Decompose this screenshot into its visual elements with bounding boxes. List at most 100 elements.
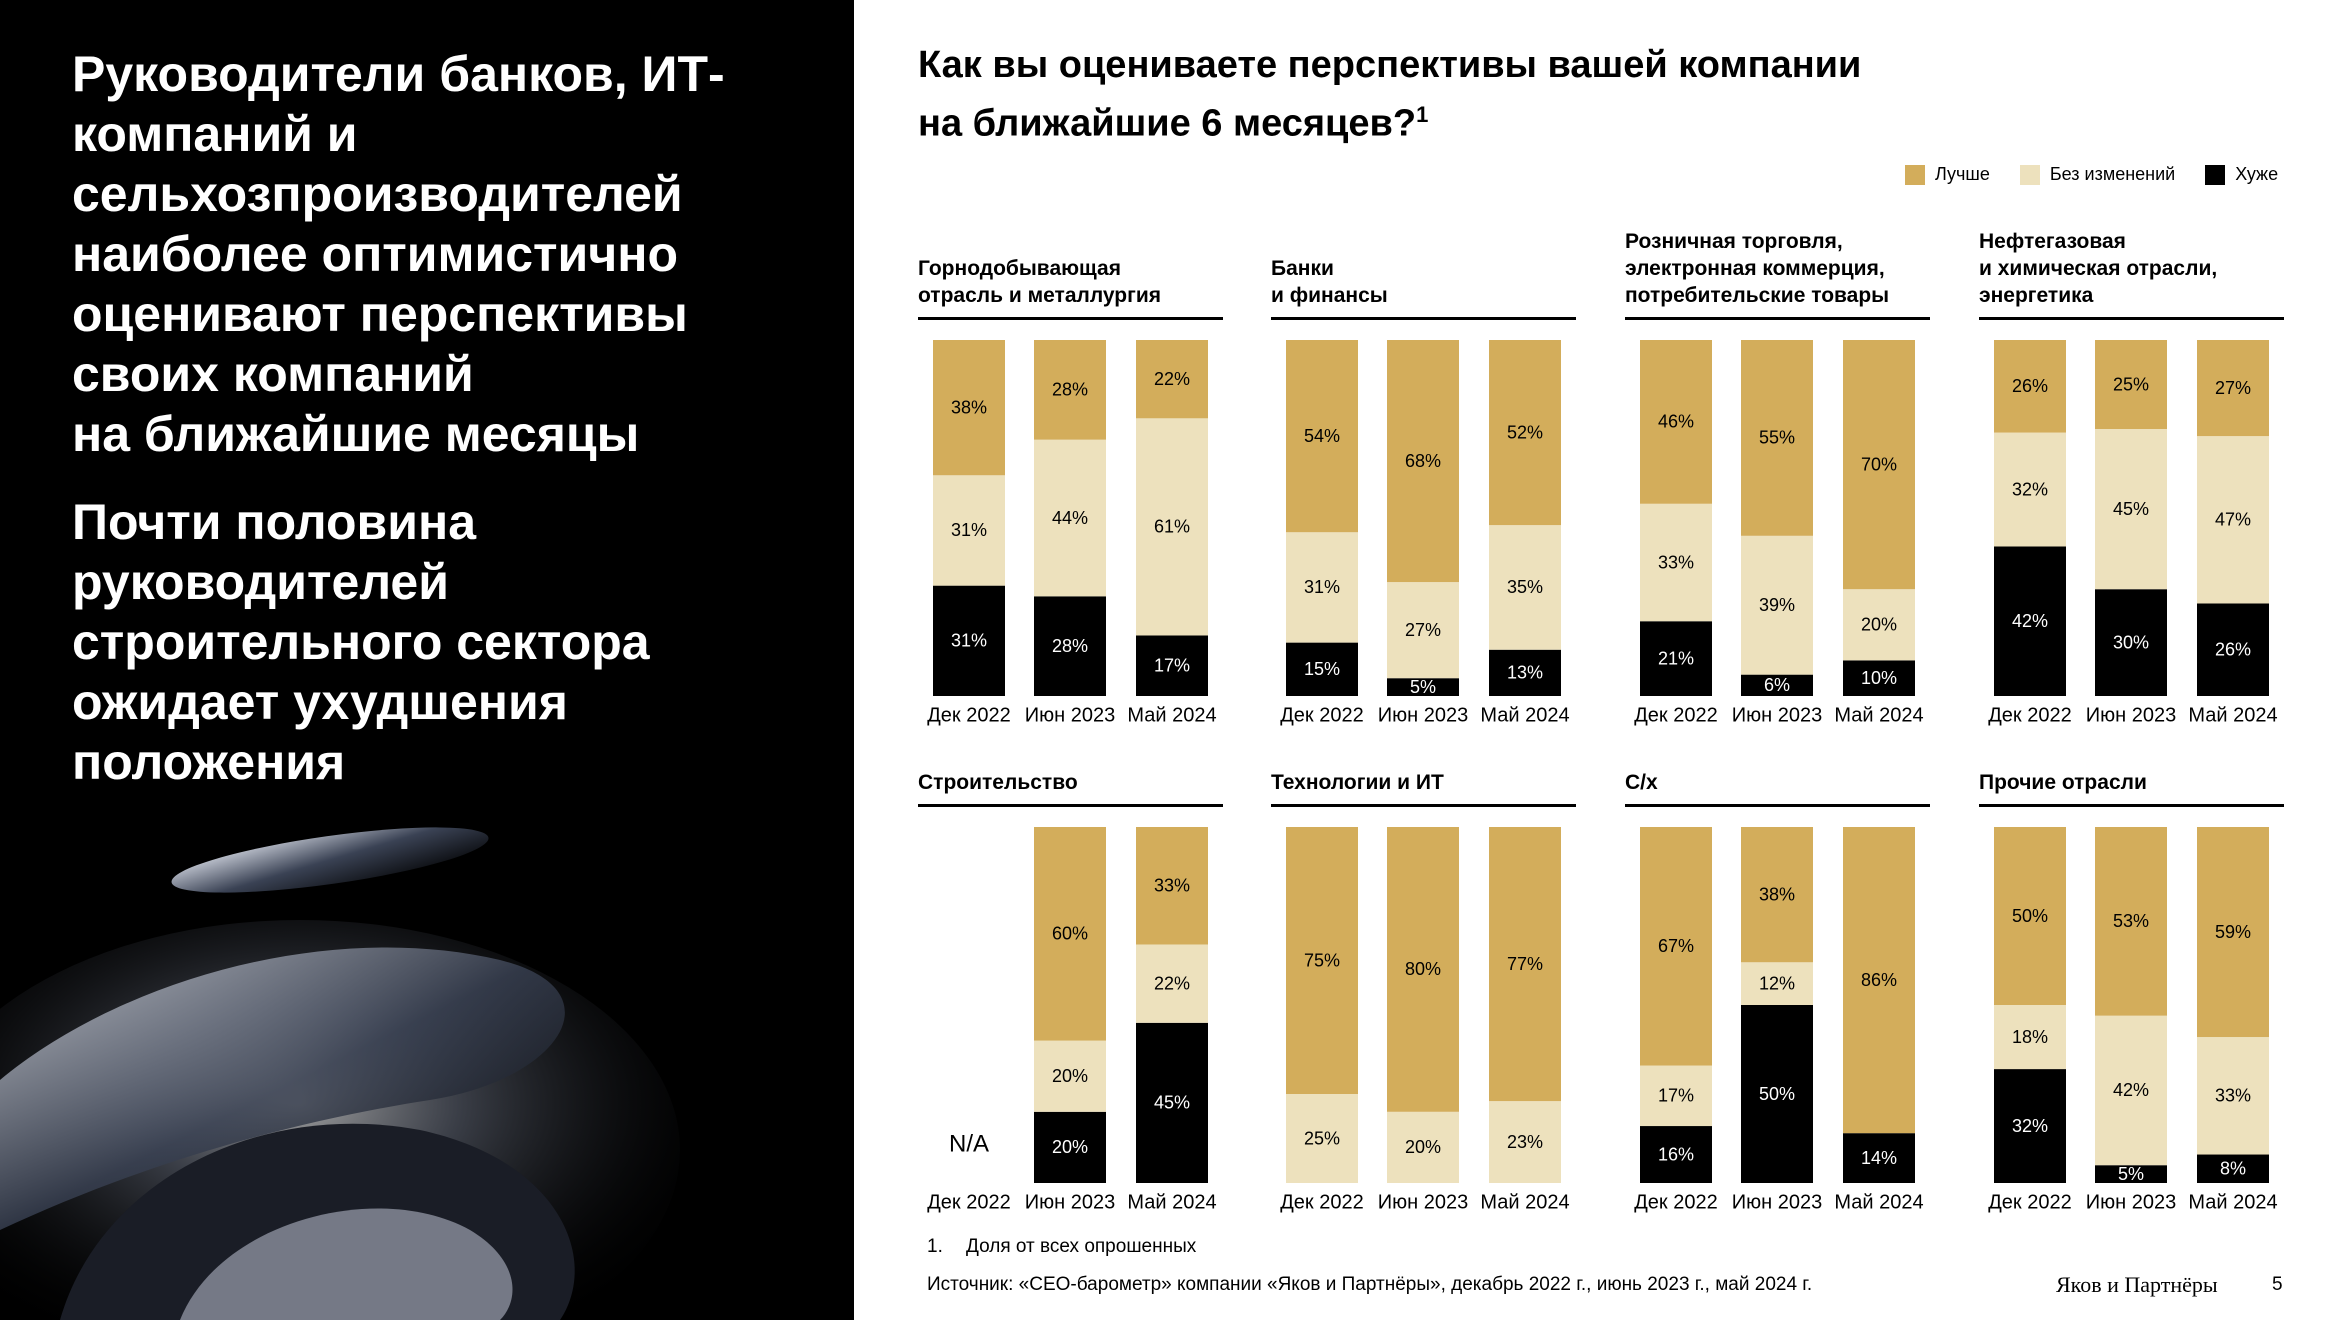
bar-segment	[1387, 827, 1459, 1112]
data-label: 42%	[2012, 611, 2048, 631]
x-tick-label: Июн 2023	[1732, 704, 1822, 726]
bar-segment	[1034, 596, 1106, 696]
x-tick-label: Дек 2022	[1280, 704, 1363, 726]
x-tick-label: Июн 2023	[1378, 1191, 1468, 1213]
bar-segment	[1136, 944, 1208, 1023]
chart-title: Нефтегазовая и химическая отрасли, энерг…	[1979, 213, 2284, 320]
chart: Банки и финансы Дек 2022 15% 31% 54% Июн 2023…	[1271, 213, 1576, 735]
legend-label: Хуже	[2235, 164, 2279, 184]
x-tick-label: Май 2024	[1480, 1191, 1569, 1213]
bar-segment	[2095, 340, 2167, 429]
source: Источник: «CEO-барометр» компании «Яков …	[927, 1274, 1813, 1295]
legend-item: Без изменений	[2019, 164, 2175, 185]
data-label: 31%	[951, 631, 987, 651]
data-label: 52%	[1507, 422, 1543, 442]
bar-segment	[1843, 827, 1915, 1134]
bar-segment	[1640, 1126, 1712, 1183]
chart-plot: Дек 2022 Июн 2023 20% 20% 60% Май 2024 45% 22% 3…	[927, 827, 1217, 1213]
data-label: 46%	[1658, 412, 1694, 432]
bar-segment	[1136, 340, 1208, 419]
legend-swatch	[2205, 164, 2226, 185]
chart-title: Горнодобывающая отрасль и металлургия	[918, 213, 1223, 320]
title-note: 1	[1416, 102, 1429, 127]
data-label: 59%	[2215, 922, 2251, 942]
x-tick-label: Май 2024	[1127, 704, 1216, 726]
data-label: 17%	[1154, 655, 1190, 675]
x-tick-label: Дек 2022	[1988, 704, 2071, 726]
chart: Розничная торговля, электронная коммерци…	[1625, 213, 1930, 735]
data-label: 30%	[2113, 632, 2149, 652]
x-tick-label: Дек 2022	[927, 1191, 1010, 1213]
x-tick-label: Июн 2023	[1378, 704, 1468, 726]
data-label: 13%	[1507, 663, 1543, 683]
bar-segment	[1994, 1069, 2066, 1183]
x-tick-label: Июн 2023	[1025, 1191, 1115, 1213]
data-label: 45%	[2113, 499, 2149, 519]
legend-item: Лучше	[1905, 164, 1990, 185]
data-label: 26%	[2215, 639, 2251, 659]
x-tick-label: Май 2024	[2188, 1191, 2277, 1213]
data-label: 25%	[1304, 1128, 1340, 1148]
data-label: 39%	[1759, 595, 1795, 615]
data-label: 20%	[1052, 1066, 1088, 1086]
data-label: 15%	[1304, 659, 1340, 679]
bar-segment	[1286, 1094, 1358, 1183]
headline: Почти половина руководителей строительно…	[72, 494, 650, 790]
data-label: 6%	[1764, 675, 1790, 695]
bar-segment	[1136, 827, 1208, 945]
legend-item: Хуже	[2205, 164, 2278, 185]
data-label: 77%	[1507, 954, 1543, 974]
data-label: 26%	[2012, 376, 2048, 396]
x-tick-label: Июн 2023	[1732, 1191, 1822, 1213]
x-tick-label: Июн 2023	[2086, 1191, 2176, 1213]
data-label: 27%	[2215, 378, 2251, 398]
annotation: N/A	[949, 1130, 989, 1157]
data-label: 16%	[1658, 1144, 1694, 1164]
data-label: 42%	[2113, 1080, 2149, 1100]
bar-segment	[1136, 418, 1208, 636]
bar-segment	[2095, 429, 2167, 590]
bar-segment	[1286, 827, 1358, 1094]
bar-segment	[1387, 340, 1459, 583]
chart-title: Технологии и ИТ	[1271, 700, 1576, 807]
data-label: 61%	[1154, 517, 1190, 537]
data-label: 75%	[1304, 950, 1340, 970]
data-label: 18%	[2012, 1027, 2048, 1047]
chart-plot: Дек 2022 31% 31% 38% Июн 2023 28% 44% 28% Май 20…	[927, 340, 1217, 726]
bar-segment	[1843, 1133, 1915, 1183]
chart: Технологии и ИТ Дек 2022 25% 75% Июн 2023 20%…	[1271, 700, 1576, 1222]
bar-segment	[1843, 589, 1915, 661]
data-label: 14%	[1861, 1148, 1897, 1168]
data-label: 38%	[1759, 884, 1795, 904]
bar-segment	[1640, 621, 1712, 696]
bar-segment	[2095, 1015, 2167, 1166]
chart-plot: Дек 2022 25% 75% Июн 2023 20% 80% Май 2024 23% 7…	[1280, 827, 1570, 1213]
bar-segment	[1843, 660, 1915, 696]
bar-segment	[1640, 503, 1712, 622]
data-label: 20%	[1405, 1137, 1441, 1157]
data-label: 80%	[1405, 959, 1441, 979]
data-label: 20%	[1052, 1137, 1088, 1157]
data-label: 22%	[1154, 369, 1190, 389]
x-tick-label: Июн 2023	[1025, 704, 1115, 726]
data-label: 10%	[1861, 668, 1897, 688]
bar-segment	[1640, 1065, 1712, 1127]
bar-segment	[2197, 603, 2269, 696]
footnote-text: Доля от всех опрошенных	[966, 1236, 1197, 1257]
bar-segment	[1994, 1005, 2066, 1070]
data-label: 38%	[951, 397, 987, 417]
x-tick-label: Май 2024	[1834, 1191, 1923, 1213]
data-label: 54%	[1304, 426, 1340, 446]
x-tick-label: Май 2024	[1480, 704, 1569, 726]
data-label: 60%	[1052, 924, 1088, 944]
chart-title: Розничная торговля, электронная коммерци…	[1625, 213, 1930, 320]
chart: Прочие отрасли Дек 2022 32% 18% 50% Июн 2023 5…	[1979, 700, 2284, 1222]
bar-segment	[1741, 535, 1813, 675]
page-number: 5	[2272, 1274, 2283, 1295]
bar-segment	[1994, 546, 2066, 696]
data-label: 67%	[1658, 936, 1694, 956]
bar-segment	[1741, 827, 1813, 963]
data-label: 32%	[2012, 1116, 2048, 1136]
bar-segment	[1741, 340, 1813, 536]
